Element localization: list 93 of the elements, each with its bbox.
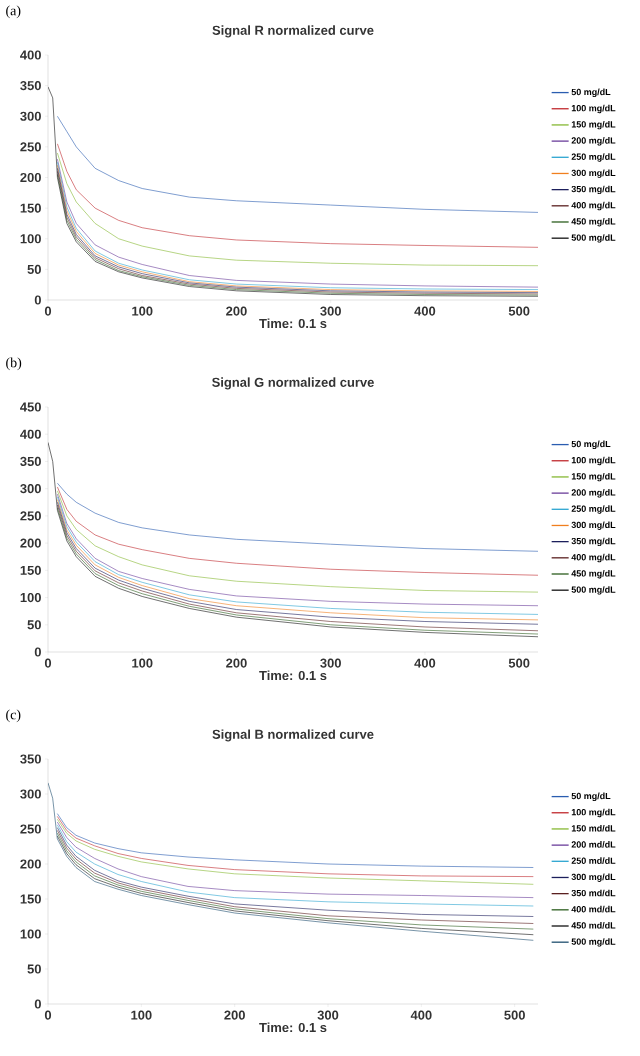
legend-label: 200 md/dL — [571, 841, 616, 848]
y-tick-label: 300 — [20, 484, 41, 494]
x-tick-label: 100 — [132, 658, 153, 668]
legend-label: 350 mg/dL — [571, 537, 616, 547]
x-tick-label: 0 — [44, 306, 52, 316]
chart-title: Signal B normalized curve — [212, 729, 374, 742]
legend-label: 200 mg/dL — [571, 137, 616, 146]
legend-label: 500 mg/dL — [571, 938, 616, 947]
legend-label: 400 md/dL — [571, 905, 616, 913]
legend-label: 500 mg/dL — [571, 586, 616, 595]
x-tick-label: 200 — [226, 658, 247, 668]
legend-label: 250 mg/dL — [571, 153, 616, 162]
legend-label: 150 mg/dL — [571, 472, 616, 482]
y-tick-label: 100 — [20, 234, 41, 244]
line-series — [48, 782, 534, 941]
legend-label: 300 mg/dL — [571, 873, 616, 882]
legend-label: 450 mg/dL — [571, 217, 616, 227]
line-series — [48, 442, 538, 638]
legend-label: 400 mg/dL — [571, 553, 616, 563]
y-tick-label: 200 — [20, 859, 41, 869]
line-series — [57, 486, 538, 576]
x-tick-label: 300 — [320, 306, 341, 316]
x-tick-label: 200 — [226, 306, 247, 316]
legend-label: 100 mg/dL — [571, 808, 616, 818]
x-tick-label: 100 — [132, 306, 153, 316]
legend-label: 350 mg/dL — [571, 185, 616, 195]
y-tick-label: 250 — [20, 511, 41, 521]
y-tick-label: 150 — [20, 894, 41, 904]
legend-label: 150 md/dL — [571, 824, 616, 832]
text: (c) — [6, 709, 21, 723]
y-tick-label: 350 — [20, 456, 41, 467]
y-tick-label: 400 — [20, 429, 41, 439]
line-series — [57, 152, 538, 266]
y-tick-label: 350 — [20, 754, 41, 764]
x-tick-label: 300 — [317, 1010, 339, 1020]
chart-title: Signal G normalized curve — [212, 377, 374, 390]
x-tick-label: 400 — [410, 1010, 432, 1020]
x-tick-label: 200 — [224, 1010, 245, 1020]
legend-label: 400 mg/dL — [571, 201, 616, 211]
y-tick-label: 250 — [20, 142, 41, 152]
chart-title: Signal R normalized curve — [212, 25, 374, 38]
y-tick-label: 300 — [20, 789, 41, 799]
y-tick-label: 450 — [20, 402, 41, 412]
y-tick-label: 200 — [20, 538, 41, 548]
x-axis-title: Time: 0.1 s — [259, 1022, 327, 1033]
y-tick-label: 250 — [20, 824, 41, 834]
y-tick-label: 50 — [27, 964, 41, 974]
x-tick-label: 500 — [504, 1010, 525, 1020]
x-tick-label: 400 — [414, 658, 436, 668]
line-series — [57, 813, 534, 868]
y-tick-label: 400 — [20, 50, 41, 60]
y-tick-label: 0 — [34, 647, 41, 657]
y-tick-label: 150 — [20, 565, 41, 575]
x-axis-title: Time: 0.1 s — [259, 670, 327, 681]
legend-label: 50 mg/dL — [571, 792, 611, 801]
legend-label: 500 mg/dL — [571, 234, 616, 243]
y-tick-label: 100 — [20, 929, 41, 939]
y-tick-label: 200 — [20, 172, 41, 183]
line-series — [57, 143, 538, 248]
legend-label: 300 mg/dL — [571, 169, 616, 178]
x-tick-label: 0 — [44, 658, 52, 668]
x-tick-label: 100 — [131, 1010, 152, 1020]
x-tick-label: 300 — [320, 658, 341, 668]
legend-label: 300 mg/dL — [571, 521, 616, 530]
y-tick-label: 0 — [34, 295, 41, 305]
legend-label: 150 mg/dL — [571, 120, 616, 130]
legend-label: 100 mg/dL — [571, 104, 616, 114]
x-tick-label: 400 — [414, 306, 436, 316]
x-axis-title: Time: 0.1 s — [259, 318, 327, 329]
legend-label: 450 md/dL — [571, 922, 616, 929]
legend-label: 250 mg/dL — [571, 505, 616, 514]
legend-label: 350 md/dL — [571, 889, 616, 897]
y-tick-label: 50 — [27, 264, 41, 274]
legend-label: 50 mg/dL — [571, 88, 611, 97]
line-series — [57, 115, 538, 213]
y-tick-label: 300 — [20, 111, 41, 121]
y-tick-label: 0 — [34, 999, 41, 1009]
x-tick-label: 500 — [508, 306, 530, 316]
legend-label: 450 mg/dL — [571, 570, 616, 579]
y-tick-label: 150 — [20, 203, 41, 213]
text: (b) — [6, 357, 22, 371]
x-tick-label: 500 — [508, 658, 530, 668]
legend-label: 200 mg/dL — [571, 489, 616, 498]
y-tick-label: 350 — [20, 81, 41, 91]
legend-label: 50 mg/dL — [571, 440, 611, 449]
line-series — [48, 86, 538, 297]
y-tick-label: 100 — [20, 592, 41, 603]
y-tick-label: 50 — [27, 620, 41, 630]
text: (a) — [6, 5, 21, 19]
line-series — [57, 482, 538, 552]
legend-label: 250 md/dL — [571, 857, 616, 864]
x-tick-label: 0 — [44, 1010, 52, 1020]
legend-label: 100 mg/dL — [571, 456, 616, 466]
